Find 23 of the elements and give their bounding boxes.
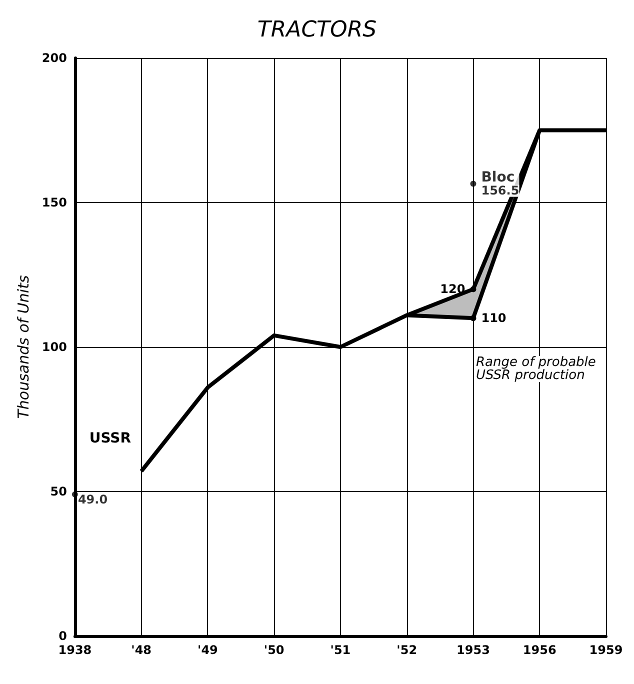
- x-tick-label: 1959: [589, 643, 623, 657]
- x-tick-label: 1953: [456, 643, 490, 657]
- data-label: 49.0: [78, 492, 108, 506]
- x-tick-label: '52: [396, 643, 418, 657]
- x-tick-label: 1938: [58, 643, 92, 657]
- x-tick-label: '49: [198, 643, 218, 657]
- x-tick-label: 1956: [522, 643, 556, 657]
- y-tick-label: 200: [42, 51, 67, 65]
- y-tick-label: 50: [50, 484, 67, 498]
- y-tick-label: 0: [58, 629, 67, 643]
- data-label: 156.5: [481, 184, 520, 198]
- y-tick-label: 100: [42, 340, 67, 354]
- x-tick-label: '50: [264, 643, 284, 657]
- x-tick-label: '48: [131, 643, 152, 657]
- series-label: USSR: [89, 430, 132, 446]
- x-tick-label: '51: [330, 643, 351, 657]
- y-axis-title: Thousands of Units: [14, 275, 32, 419]
- annotation: Range of probable USSR production: [476, 355, 600, 383]
- data-label: 120: [440, 282, 466, 296]
- y-tick-label: 150: [42, 196, 67, 210]
- data-label: 110: [481, 311, 506, 326]
- series-label: Bloc: [481, 170, 515, 186]
- chart-title: TRACTORS: [257, 18, 377, 42]
